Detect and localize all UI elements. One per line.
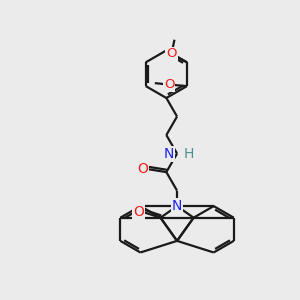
Text: O: O — [164, 78, 174, 91]
Text: N: N — [172, 199, 182, 213]
Text: H: H — [184, 147, 194, 160]
Text: N: N — [164, 147, 174, 160]
Text: O: O — [137, 162, 148, 176]
Text: O: O — [166, 47, 177, 61]
Text: O: O — [133, 205, 144, 219]
